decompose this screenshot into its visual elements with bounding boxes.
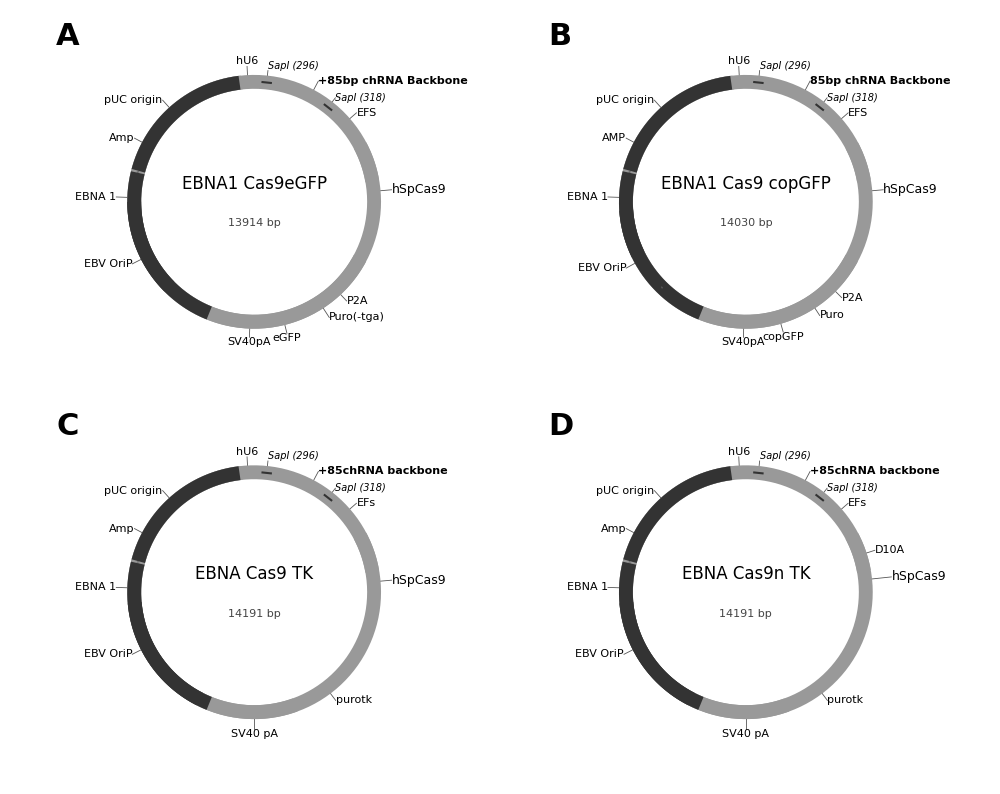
Text: purotk: purotk	[827, 696, 864, 705]
Text: D: D	[548, 412, 573, 441]
Text: Amp: Amp	[109, 133, 134, 143]
Text: AMP: AMP	[602, 133, 626, 143]
Text: EFS: EFS	[848, 108, 868, 118]
Text: hU6: hU6	[728, 56, 750, 67]
Text: EBNA 1: EBNA 1	[75, 192, 116, 202]
Text: EBNA 1: EBNA 1	[567, 192, 608, 202]
Text: 85bp chRNA Backbone: 85bp chRNA Backbone	[810, 76, 951, 86]
Text: EBV OriP: EBV OriP	[84, 259, 132, 269]
Text: SV40 pA: SV40 pA	[722, 729, 769, 739]
Text: Amp: Amp	[601, 523, 626, 534]
Text: pUC origin: pUC origin	[596, 95, 654, 105]
Text: +85chRNA backbone: +85chRNA backbone	[318, 467, 448, 476]
Text: +85chRNA backbone: +85chRNA backbone	[810, 467, 940, 476]
Text: EBNA 1: EBNA 1	[567, 582, 608, 592]
Text: B: B	[548, 22, 571, 51]
Text: hU6: hU6	[236, 447, 258, 457]
Text: EBNA1 Cas9eGFP: EBNA1 Cas9eGFP	[182, 175, 327, 193]
Text: pUC origin: pUC origin	[104, 486, 163, 495]
Text: EBV OriP: EBV OriP	[578, 263, 626, 273]
Text: SV40 pA: SV40 pA	[231, 729, 278, 739]
Text: +85bp chRNA Backbone: +85bp chRNA Backbone	[318, 76, 468, 86]
Text: SapI (318): SapI (318)	[827, 93, 878, 103]
Text: SapI (296): SapI (296)	[268, 451, 319, 461]
Text: eGFP: eGFP	[273, 333, 301, 343]
Text: P2A: P2A	[842, 293, 863, 303]
Text: SapI (318): SapI (318)	[335, 93, 386, 103]
Text: D10A: D10A	[875, 545, 905, 555]
Text: SapI (296): SapI (296)	[268, 60, 319, 71]
Text: SV40pA: SV40pA	[722, 337, 765, 347]
Text: Puro: Puro	[820, 310, 844, 321]
Text: A: A	[56, 22, 80, 51]
Text: P2A: P2A	[347, 296, 368, 306]
Text: purotk: purotk	[336, 696, 372, 705]
Text: pUC origin: pUC origin	[596, 486, 654, 495]
Text: EFS: EFS	[356, 108, 377, 118]
Text: C: C	[56, 412, 79, 441]
Text: EBNA 1: EBNA 1	[75, 582, 116, 592]
Text: Amp: Amp	[109, 523, 134, 534]
Text: EBV OriP: EBV OriP	[575, 649, 624, 659]
Text: EBNA1 Cas9 copGFP: EBNA1 Cas9 copGFP	[661, 175, 831, 193]
Text: EBNA Cas9 TK: EBNA Cas9 TK	[195, 565, 313, 584]
Text: SapI (296): SapI (296)	[760, 60, 810, 71]
Text: 13914 bp: 13914 bp	[228, 218, 281, 229]
Text: SapI (296): SapI (296)	[760, 451, 810, 461]
Text: pUC origin: pUC origin	[104, 95, 163, 105]
Text: Puro(-tga): Puro(-tga)	[329, 313, 385, 322]
Text: 14030 bp: 14030 bp	[720, 218, 772, 229]
Text: SapI (318): SapI (318)	[335, 484, 386, 493]
Text: SapI (318): SapI (318)	[827, 484, 878, 493]
Text: EBNA Cas9n TK: EBNA Cas9n TK	[682, 565, 810, 584]
Text: hU6: hU6	[728, 447, 750, 457]
Text: 14191 bp: 14191 bp	[719, 609, 772, 619]
Text: EFs: EFs	[848, 499, 867, 508]
Text: hU6: hU6	[236, 56, 258, 67]
Text: hSpCas9: hSpCas9	[891, 570, 946, 584]
Text: EBV OriP: EBV OriP	[84, 649, 132, 659]
Text: hSpCas9: hSpCas9	[883, 183, 938, 196]
Text: SV40pA: SV40pA	[228, 337, 271, 347]
Text: hSpCas9: hSpCas9	[392, 574, 446, 587]
Text: 14191 bp: 14191 bp	[228, 609, 281, 619]
Text: EFs: EFs	[356, 499, 376, 508]
Text: hSpCas9: hSpCas9	[392, 183, 446, 196]
Text: copGFP: copGFP	[762, 332, 804, 342]
